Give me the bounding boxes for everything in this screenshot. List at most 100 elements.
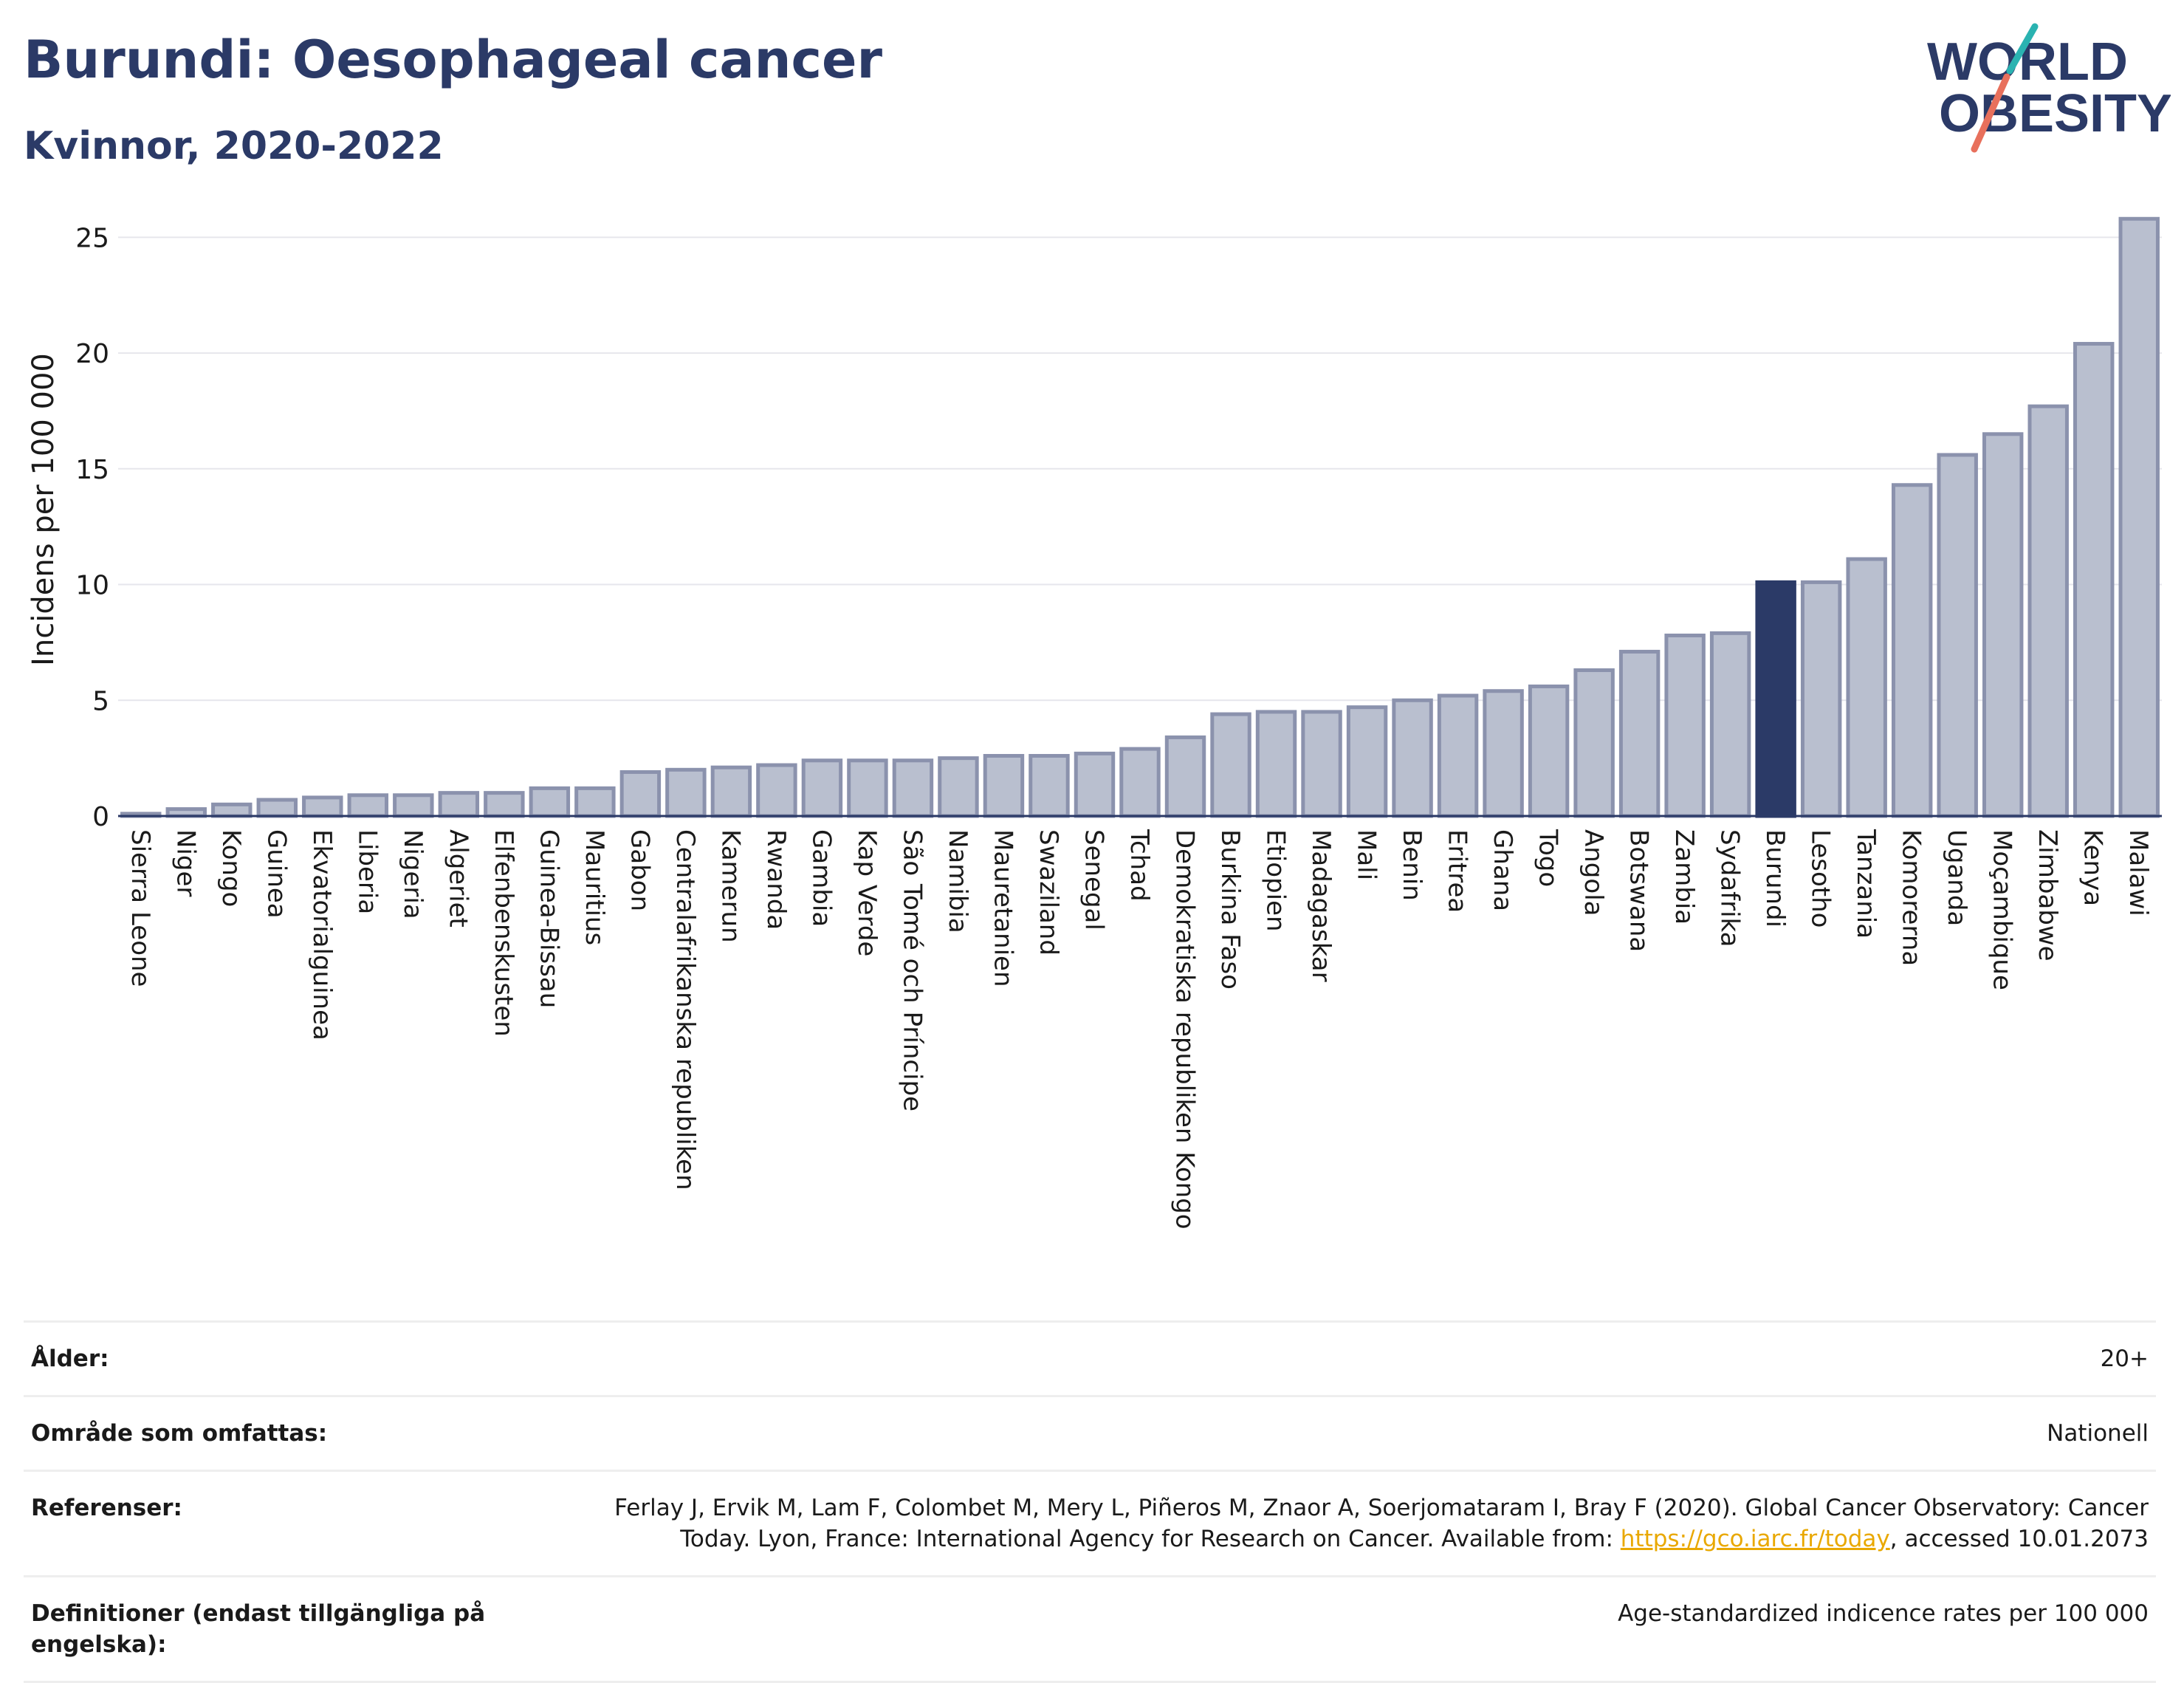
x-tick-label: Zambia: [1669, 829, 1699, 925]
x-tick-label: Mali: [1352, 829, 1381, 880]
x-tick-label: São Tomé och Príncipe: [897, 829, 927, 1111]
bar-mo-ambique: [1982, 432, 2024, 818]
bar-benin: [1392, 698, 1433, 818]
bar-eritrea: [1437, 693, 1479, 818]
x-tick-label: Nigeria: [398, 829, 427, 919]
bar-kongo: [211, 802, 253, 818]
info-table: Ålder: 20+ Område som omfattas: Nationel…: [24, 1320, 2156, 1683]
bar-mali: [1346, 705, 1388, 818]
bar-algeriet: [438, 791, 480, 818]
x-tick-label: Gambia: [806, 829, 836, 927]
x-tick-label: Kenya: [2078, 829, 2108, 906]
bar-gambia: [801, 758, 843, 818]
x-tick-label: Rwanda: [761, 829, 791, 930]
x-tick-label: Niger: [171, 829, 200, 897]
references-link[interactable]: https://gco.iarc.fr/today: [1620, 1526, 1890, 1552]
bar-liberia: [347, 793, 389, 818]
bar-tanzania: [1846, 557, 1887, 818]
x-tick-label: Demokratiska republiken Kongo: [1170, 829, 1200, 1230]
chart-title: Burundi: Oesophageal cancer: [24, 30, 882, 90]
bar-senegal: [1074, 751, 1116, 818]
y-axis-title: Incidens per 100 000: [27, 353, 61, 666]
x-tick-label: Botswana: [1624, 829, 1654, 952]
bar-burundi: [1755, 580, 1796, 818]
bars: [120, 216, 2160, 818]
bar-namibia: [938, 756, 979, 818]
world-obesity-logo: WORLD OBESITY: [1927, 23, 2171, 153]
x-tick-label: Etiopien: [1261, 829, 1291, 932]
bar-lesotho: [1800, 580, 1842, 818]
x-tick-label: Togo: [1534, 829, 1563, 887]
x-tick-label: Malawi: [2123, 829, 2153, 916]
bar-burkina-faso: [1210, 712, 1251, 818]
y-tick-label: 25: [75, 223, 109, 253]
bar-ghana: [1483, 689, 1524, 818]
info-row-area: Område som omfattas: Nationell: [24, 1395, 2156, 1470]
bar-botswana: [1618, 649, 1661, 818]
bar-angola: [1573, 668, 1615, 818]
area-value: Nationell: [2047, 1420, 2149, 1447]
bar-togo: [1528, 684, 1570, 818]
logo-text-obesity: OBESITY: [1939, 84, 2171, 143]
references-value: Ferlay J, Ervik M, Lam F, Colombet M, Me…: [561, 1492, 2149, 1555]
x-tick-label: Madagaskar: [1306, 829, 1336, 982]
axes: 0 5 10 15 20 25 Sierra Leone Niger Kongo Guinea Ek…: [75, 223, 2162, 1230]
x-tick-label: Angola: [1579, 829, 1608, 916]
y-tick-label: 15: [75, 455, 109, 485]
x-tick-label: Liberia: [352, 829, 382, 914]
bar-tchad: [1119, 747, 1161, 818]
definitions-label: Definitioner (endast tillgängliga på eng…: [31, 1600, 486, 1658]
bar-ekvatorialguinea: [302, 795, 343, 818]
references-label: Referenser:: [31, 1495, 182, 1521]
bar-s-o-tom-och-pr-ncipe: [892, 758, 934, 818]
x-tick-label: Elfenbenskusten: [489, 829, 518, 1037]
bar-zimbabwe: [2027, 404, 2069, 818]
info-row-age: Ålder: 20+: [24, 1320, 2156, 1395]
logo-slash-bottom: [1971, 73, 2010, 153]
bar-kamerun: [710, 765, 752, 818]
info-row-references: Referenser: Ferlay J, Ervik M, Lam F, Co…: [24, 1470, 2156, 1575]
info-row-definitions: Definitioner (endast tillgängliga på eng…: [24, 1575, 2156, 1683]
bar-elfenbenskusten: [484, 791, 525, 818]
x-tick-label: Burkina Faso: [1215, 829, 1245, 990]
bar-guinea: [256, 798, 298, 818]
x-tick-label: Uganda: [1942, 829, 1971, 926]
references-accessed: , accessed 10.01.2073: [1889, 1526, 2149, 1552]
bar-zambia: [1664, 634, 1706, 818]
definitions-value: Age-standardized indicence rates per 100…: [1618, 1600, 2149, 1627]
bar-mauritius: [574, 786, 616, 818]
y-tick-label: 20: [75, 339, 109, 369]
x-tick-label: Lesotho: [1806, 829, 1836, 928]
bar-malawi: [2118, 216, 2160, 818]
x-tick-label: Guinea: [261, 829, 291, 919]
logo-slash-top: [2006, 23, 2039, 75]
y-tick-label: 5: [92, 686, 109, 716]
bar-demokratiska-republiken-kongo: [1164, 735, 1206, 818]
x-tick-label: Komorerna: [1897, 829, 1926, 966]
age-value: 20+: [2100, 1346, 2149, 1372]
x-tick-label: Swaziland: [1034, 829, 1063, 956]
bar-kap-verde: [847, 758, 888, 818]
y-tick-label: 10: [75, 571, 109, 601]
bar-etiopien: [1255, 710, 1297, 818]
bar-rwanda: [756, 763, 797, 818]
bar-sydafrika: [1709, 631, 1751, 818]
bar-centralafrikanska-republiken: [665, 767, 707, 818]
area-label: Område som omfattas:: [31, 1420, 328, 1447]
bar-uganda: [1937, 453, 1978, 818]
x-tick-label: Guinea-Bissau: [534, 829, 563, 1008]
x-tick-label: Mauretanien: [988, 829, 1017, 987]
x-tick-label: Tchad: [1124, 829, 1154, 902]
bar-gabon: [619, 769, 662, 818]
x-tick-label: Moçambique: [1988, 829, 2017, 990]
x-tick-label: Sydafrika: [1715, 829, 1745, 947]
x-tick-label: Centralafrikanska republiken: [670, 829, 700, 1190]
x-tick-label: Benin: [1397, 829, 1426, 901]
bar-mauretanien: [983, 754, 1025, 818]
y-tick-label: 0: [92, 802, 109, 832]
x-tick-label: Senegal: [1079, 829, 1108, 930]
x-tick-label: Ghana: [1488, 829, 1517, 911]
bar-swaziland: [1029, 754, 1070, 818]
x-tick-label: Kap Verde: [852, 829, 882, 956]
chart-subtitle: Kvinnor, 2020-2022: [24, 124, 444, 168]
